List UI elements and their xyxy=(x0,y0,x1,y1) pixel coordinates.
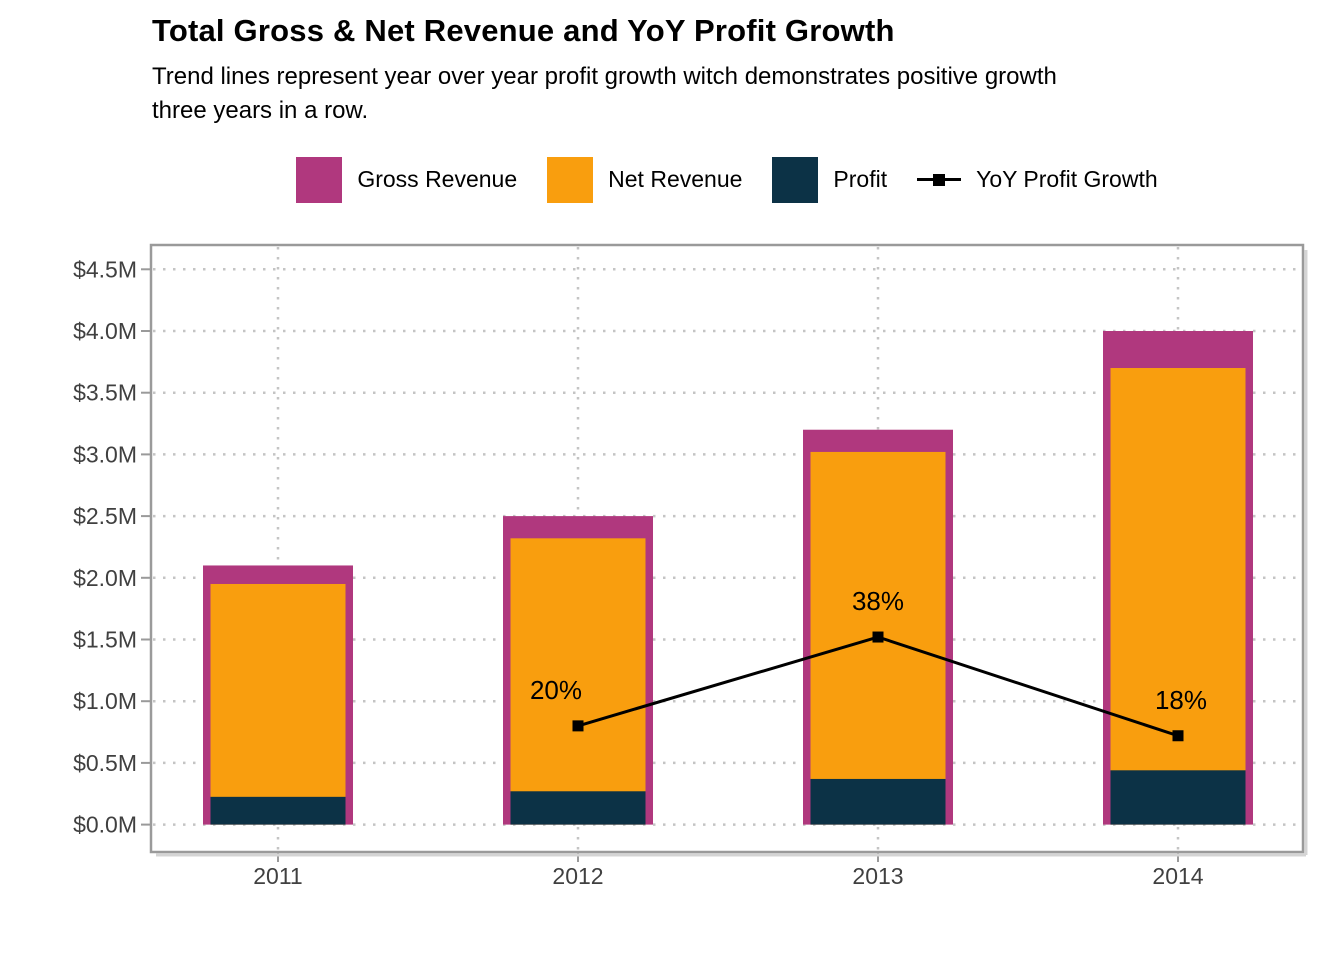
y-axis-tick-label: $1.5M xyxy=(73,627,137,653)
legend-label-net-revenue: Net Revenue xyxy=(608,166,743,192)
legend: Gross Revenue Net Revenue Profit YoY Pro… xyxy=(151,156,1303,203)
plot-panel-border xyxy=(149,243,1305,854)
legend-item-profit: Profit xyxy=(772,156,888,203)
y-axis-tick-label: $1.0M xyxy=(73,688,137,714)
legend-item-gross-revenue: Gross Revenue xyxy=(296,156,518,203)
yoy-marker-2013 xyxy=(872,631,884,643)
chart-subtitle-line-2: three years in a row. xyxy=(152,97,369,124)
yoy-growth-label-2012: 20% xyxy=(530,675,582,705)
x-axis-tick-label: 2011 xyxy=(253,863,302,889)
legend-item-net-revenue: Net Revenue xyxy=(547,156,743,203)
bar-profit-2011 xyxy=(210,796,346,825)
y-axis-tick-label: $3.0M xyxy=(73,441,137,467)
bar-profit-2014 xyxy=(1110,770,1246,825)
chart-subtitle-line-1: Trend lines represent year over year pro… xyxy=(152,63,1057,90)
yoy-growth-label-2014: 18% xyxy=(1155,685,1207,715)
y-axis-tick-label: $2.0M xyxy=(73,565,137,591)
legend-label-profit: Profit xyxy=(833,166,888,192)
bar-net-revenue-2012 xyxy=(510,538,646,825)
x-axis-tick-label: 2012 xyxy=(552,863,603,889)
bar-profit-2012 xyxy=(510,791,646,825)
yoy-marker-2012 xyxy=(572,720,584,732)
gross-revenue-swatch-icon xyxy=(296,156,343,203)
chart-title: Total Gross & Net Revenue and YoY Profit… xyxy=(152,13,895,48)
chart-subtitle: Trend lines represent year over year pro… xyxy=(152,60,1057,128)
profit-swatch-icon xyxy=(772,156,819,203)
bar-net-revenue-2014 xyxy=(1110,368,1246,825)
y-axis-tick-label: $4.0M xyxy=(73,318,137,344)
y-axis-tick-label: $4.5M xyxy=(73,256,137,282)
y-axis-tick-label: $0.0M xyxy=(73,812,137,838)
yoy-marker-2014 xyxy=(1172,730,1184,742)
x-axis-tick-label: 2013 xyxy=(852,863,903,889)
yoy-line-marker-icon xyxy=(917,157,962,203)
net-revenue-swatch-icon xyxy=(547,156,594,203)
y-axis-tick-label: $2.5M xyxy=(73,503,137,529)
yoy-growth-label-2013: 38% xyxy=(852,586,904,616)
x-axis-tick-label: 2014 xyxy=(1152,863,1203,889)
legend-item-yoy-profit-growth: YoY Profit Growth xyxy=(917,157,1158,203)
y-axis-tick-label: $0.5M xyxy=(73,750,137,776)
legend-label-yoy-profit-growth: YoY Profit Growth xyxy=(976,166,1158,192)
y-axis-tick-label: $3.5M xyxy=(73,380,137,406)
legend-label-gross-revenue: Gross Revenue xyxy=(357,166,518,192)
bar-profit-2013 xyxy=(810,778,946,825)
bar-net-revenue-2011 xyxy=(210,583,346,825)
